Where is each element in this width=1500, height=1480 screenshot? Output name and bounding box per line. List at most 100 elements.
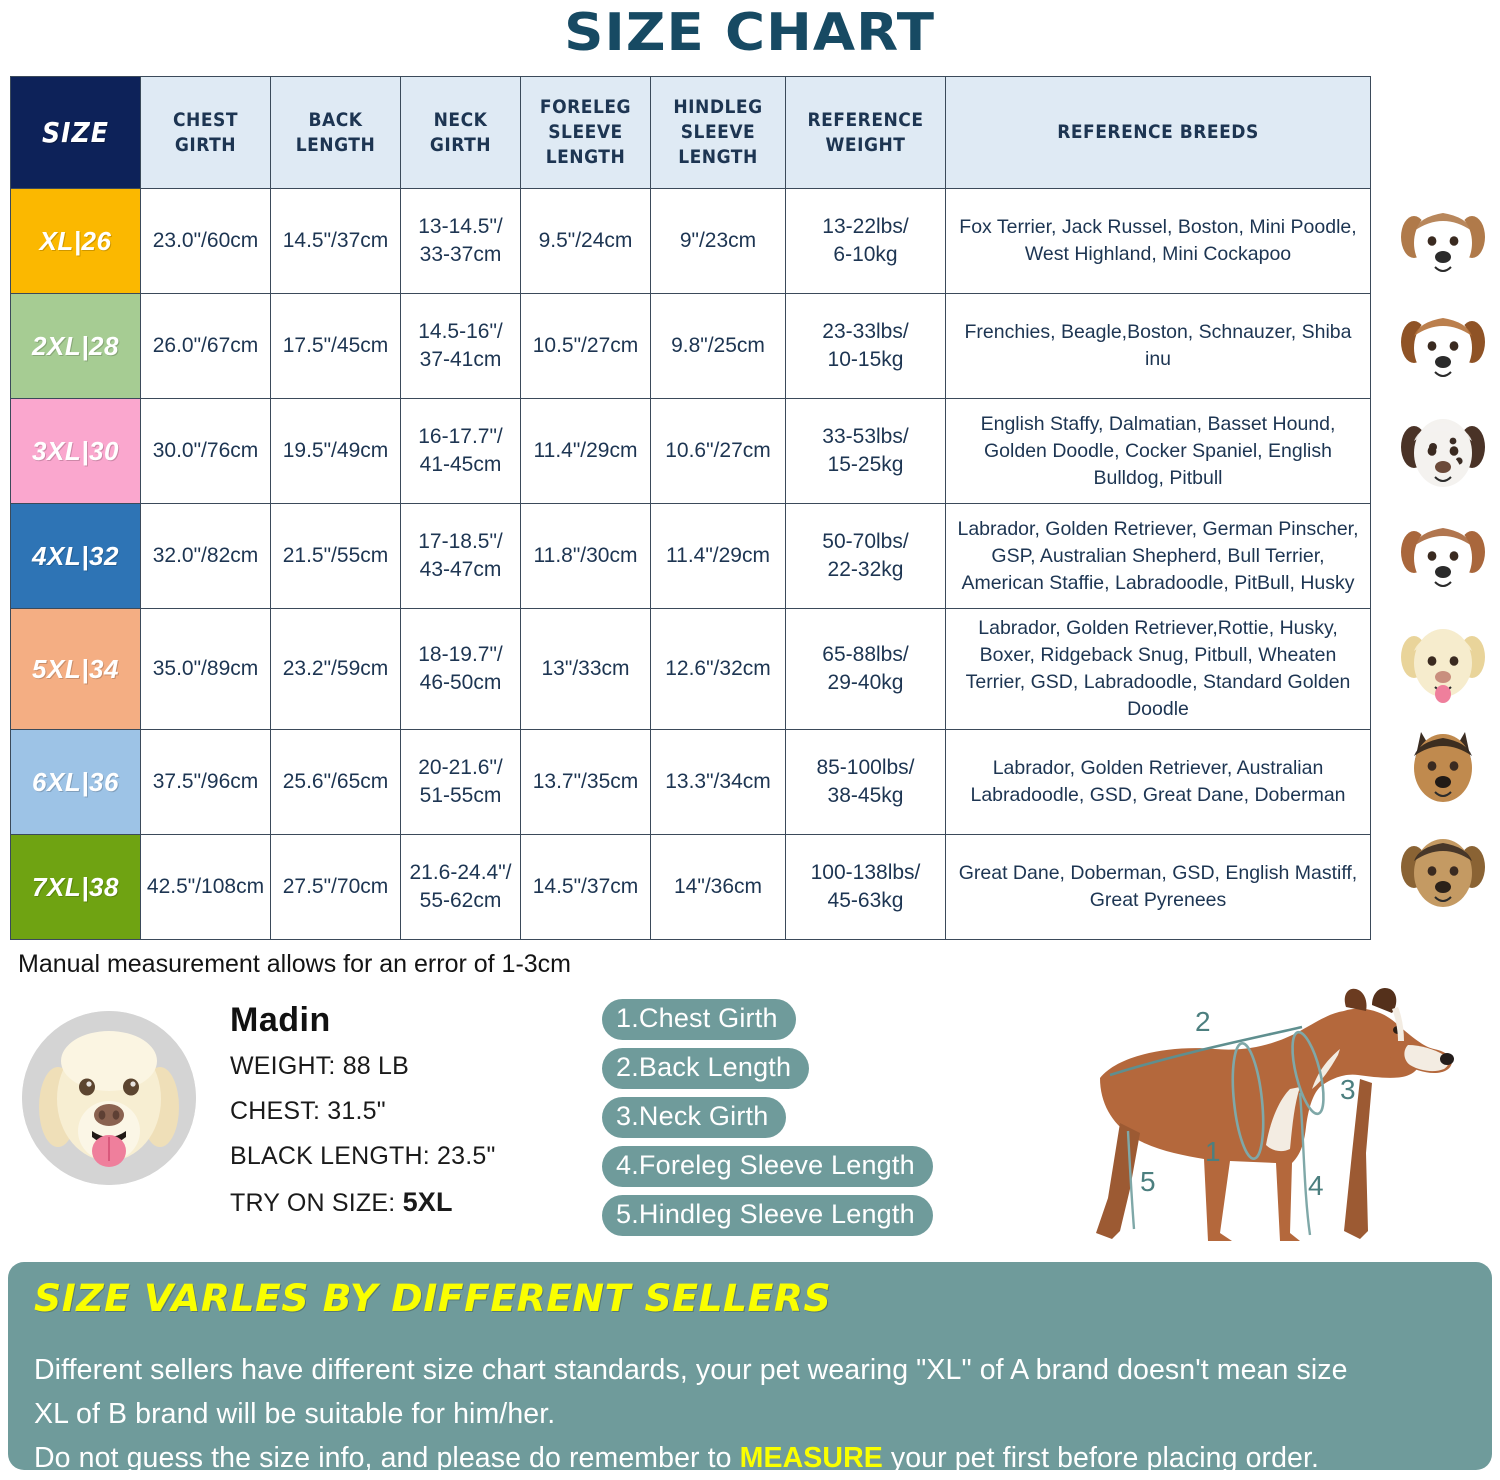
back-length-cell: 23.2"/59cm — [270, 608, 401, 730]
cell-line: 45-63kg — [827, 889, 904, 912]
chest-girth-cell: 32.0"/82cm — [140, 503, 271, 609]
header-line: GIRTH — [174, 133, 237, 156]
mid-section: Madin WEIGHT: 88 LB CHEST: 31.5" BLACK L… — [0, 983, 1500, 1283]
cell-line: 19.5"/49cm — [282, 439, 389, 462]
cell-line: 55-62cm — [419, 889, 502, 912]
cell-line: 85-100lbs/ — [816, 756, 915, 779]
header-line: BACK — [308, 108, 363, 131]
hindleg-sleeve-cell: 9.8"/25cm — [650, 293, 786, 399]
cell-line: 51-55cm — [419, 784, 502, 807]
breed-photo — [1385, 504, 1500, 609]
reference-weight-cell: 85-100lbs/38-45kg — [785, 729, 946, 835]
mastiff-face-icon — [1395, 831, 1491, 913]
cell-line: 100-138lbs/ — [810, 861, 921, 884]
neck-girth-cell: 17-18.5"/ 43-47cm — [400, 503, 521, 609]
cell-line: 10.6"/27cm — [665, 439, 771, 462]
cell-line: 11.4"/29cm — [533, 439, 638, 462]
cell-line: 15-25kg — [827, 453, 904, 476]
breed-photo-strip — [1385, 189, 1500, 924]
table-row: 3XL|30 30.0"/76cm 19.5"/49cm 16-17.7"/ 41-45… — [10, 398, 1371, 504]
cell-line: 33-53lbs/ — [822, 425, 909, 448]
size-cell: 2XL|28 — [10, 293, 141, 399]
cell-line: 30.0"/76cm — [152, 439, 259, 462]
cell-line: 37-41cm — [419, 348, 502, 371]
hindleg-sleeve-cell: 10.6"/27cm — [650, 398, 786, 504]
cell-line: 43-47cm — [419, 558, 502, 581]
cell-line: 13"/33cm — [541, 657, 630, 680]
neck-girth-cell: 21.6-24.4"/ 55-62cm — [400, 834, 521, 940]
cell-line: Great Dane, Doberman, GSD, English Masti… — [958, 862, 1358, 911]
cell-line: 6-10kg — [833, 243, 898, 266]
cell-line: Labrador, Golden Retriever, German Pinsc… — [957, 517, 1359, 594]
reference-weight-cell: 33-53lbs/15-25kg — [785, 398, 946, 504]
reference-weight-cell: 13-22lbs/6-10kg — [785, 188, 946, 294]
jack-russell-terrier-face-icon — [1395, 201, 1491, 283]
hindleg-sleeve-cell: 12.6"/32cm — [650, 608, 786, 730]
cell-line: 11.8"/30cm — [533, 544, 638, 567]
pet-weight: WEIGHT: 88 LB — [230, 1052, 410, 1080]
chest-girth-cell: 30.0"/76cm — [140, 398, 271, 504]
foreleg-sleeve-cell: 11.8"/30cm — [520, 503, 651, 609]
measurement-row: 3.Neck Girth — [602, 1097, 1002, 1146]
cell-line: 35.0"/89cm — [152, 657, 259, 680]
breed-photo — [1385, 714, 1500, 819]
size-chart-table-area: SIZE CHEST GIRTH BACK LENGTH NECK GIRTH … — [10, 76, 1490, 940]
pet-name: Madin — [230, 1001, 331, 1039]
cell-line: 65-88lbs/ — [822, 643, 909, 666]
header-line: GIRTH — [429, 133, 492, 156]
banner-text-3b: your pet first before placing order. — [882, 1442, 1320, 1474]
table-row: 5XL|34 35.0"/89cm 23.2"/59cm 18-19.7"/ 46-50… — [10, 608, 1371, 730]
pitbull-face-icon — [1395, 516, 1491, 598]
banner-text-1: Different sellers have different size ch… — [34, 1354, 1348, 1386]
breed-photo — [1385, 294, 1500, 399]
hindleg-sleeve-cell: 9"/23cm — [650, 188, 786, 294]
cell-line: 5XL|34 — [32, 654, 119, 684]
foreleg-sleeve-cell: 11.4"/29cm — [520, 398, 651, 504]
measurement-legend: 1.Chest Girth 2.Back Length 3.Neck Girth 4.… — [602, 999, 1002, 1244]
chest-girth-cell: 37.5"/96cm — [140, 729, 271, 835]
reference-breeds-cell: Labrador, Golden Retriever, German Pinsc… — [945, 503, 1371, 609]
cell-line: 14.5"/37cm — [532, 875, 639, 898]
breed-photo — [1385, 609, 1500, 714]
size-cell: 3XL|30 — [10, 398, 141, 504]
cell-line: 13.3"/34cm — [665, 770, 771, 793]
table-row: 7XL|38 42.5"/108cm 27.5"/70cm 21.6-24.4"/ 55… — [10, 834, 1371, 940]
table-row: XL|26 23.0"/60cm 14.5"/37cm 13-14.5"/ 33-37c… — [10, 188, 1371, 294]
header-line: LENGTH — [295, 133, 376, 156]
reference-breeds-cell: Labrador, Golden Retriever,Rottie, Husky… — [945, 608, 1371, 730]
breed-photo — [1385, 399, 1500, 504]
cell-line: Labrador, Golden Retriever, Australian L… — [970, 757, 1346, 806]
measurement-badge-1: 1.Chest Girth — [602, 999, 796, 1040]
table-header: SIZE CHEST GIRTH BACK LENGTH NECK GIRTH … — [10, 76, 1371, 189]
staffordshire-terrier-side-view-icon: 2 1 3 4 5 — [1096, 987, 1454, 1241]
header-line: SLEEVE — [680, 121, 756, 143]
page-title: SIZE CHART — [564, 3, 936, 63]
chest-girth-cell: 42.5"/108cm — [140, 834, 271, 940]
header-line: LENGTH — [545, 146, 626, 168]
cell-line: 10.5"/27cm — [532, 334, 639, 357]
back-length-cell: 14.5"/37cm — [270, 188, 401, 294]
foreleg-sleeve-cell: 13"/33cm — [520, 608, 651, 730]
cell-line: 2XL|28 — [32, 331, 119, 361]
dalmatian-face-icon — [1395, 411, 1491, 493]
cell-line: 7XL|38 — [32, 872, 119, 902]
reference-breeds-cell: Labrador, Golden Retriever, Australian L… — [945, 729, 1371, 835]
size-cell: XL|26 — [10, 188, 141, 294]
cell-line: 4XL|32 — [32, 541, 119, 571]
chest-girth-cell: 35.0"/89cm — [140, 608, 271, 730]
labrador-face-icon — [22, 1011, 196, 1185]
profile-text: Madin WEIGHT: 88 LB CHEST: 31.5" BLACK L… — [230, 1001, 496, 1234]
neck-girth-cell: 18-19.7"/ 46-50cm — [400, 608, 521, 730]
banner-text-3a: Do not guess the size info, and please d… — [34, 1442, 740, 1474]
cell-line: 11.4"/29cm — [666, 544, 770, 567]
reference-weight-cell: 100-138lbs/45-63kg — [785, 834, 946, 940]
header-line: REFERENCE — [807, 108, 924, 131]
measurement-row: 4.Foreleg Sleeve Length — [602, 1146, 1002, 1195]
table-body: XL|26 23.0"/60cm 14.5"/37cm 13-14.5"/ 33-37c… — [10, 188, 1371, 940]
try-on-size-value: 5XL — [402, 1187, 453, 1217]
size-varies-banner: SIZE VARLES BY DIFFERENT SELLERS Differe… — [8, 1262, 1492, 1474]
reference-weight-cell: 65-88lbs/29-40kg — [785, 608, 946, 730]
manual-measurement-note: Manual measurement allows for an error o… — [18, 950, 572, 978]
breed-photo — [1385, 819, 1500, 924]
reference-breeds-cell: Great Dane, Doberman, GSD, English Masti… — [945, 834, 1371, 940]
